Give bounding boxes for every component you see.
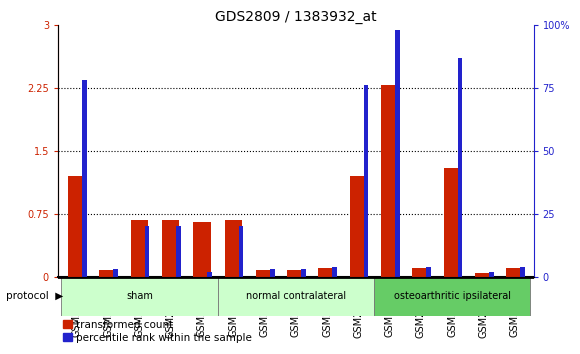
Bar [193, 222, 211, 277]
Bar [145, 227, 150, 277]
Bar [130, 220, 148, 277]
Legend: transformed count, percentile rank within the sample: transformed count, percentile rank withi… [63, 320, 252, 343]
Text: osteoarthritic ipsilateral: osteoarthritic ipsilateral [394, 291, 511, 302]
Bar [99, 270, 117, 277]
Text: normal contralateral: normal contralateral [246, 291, 346, 302]
Bar [61, 277, 218, 316]
Text: sham: sham [126, 291, 153, 302]
Bar [506, 268, 523, 277]
Bar [238, 227, 244, 277]
Bar [270, 269, 274, 277]
Bar [332, 267, 337, 277]
Bar [444, 168, 461, 277]
Bar [520, 267, 525, 277]
Bar [350, 176, 367, 277]
Bar [381, 85, 398, 277]
Bar [374, 277, 531, 316]
Bar [224, 220, 242, 277]
Bar [256, 270, 273, 277]
Bar [301, 269, 306, 277]
Bar [176, 227, 181, 277]
Bar [489, 272, 494, 277]
Bar [218, 277, 374, 316]
Bar [287, 270, 305, 277]
Title: GDS2809 / 1383932_at: GDS2809 / 1383932_at [215, 10, 376, 24]
Bar [82, 80, 87, 277]
Bar [475, 273, 492, 277]
Bar [426, 267, 431, 277]
Bar [458, 58, 462, 277]
Bar [68, 176, 85, 277]
Bar [395, 30, 400, 277]
Bar [364, 85, 368, 277]
Bar [162, 220, 179, 277]
Bar [318, 268, 336, 277]
Text: protocol  ▶: protocol ▶ [6, 291, 63, 302]
Bar [207, 272, 212, 277]
Bar [114, 269, 118, 277]
Bar [412, 268, 430, 277]
